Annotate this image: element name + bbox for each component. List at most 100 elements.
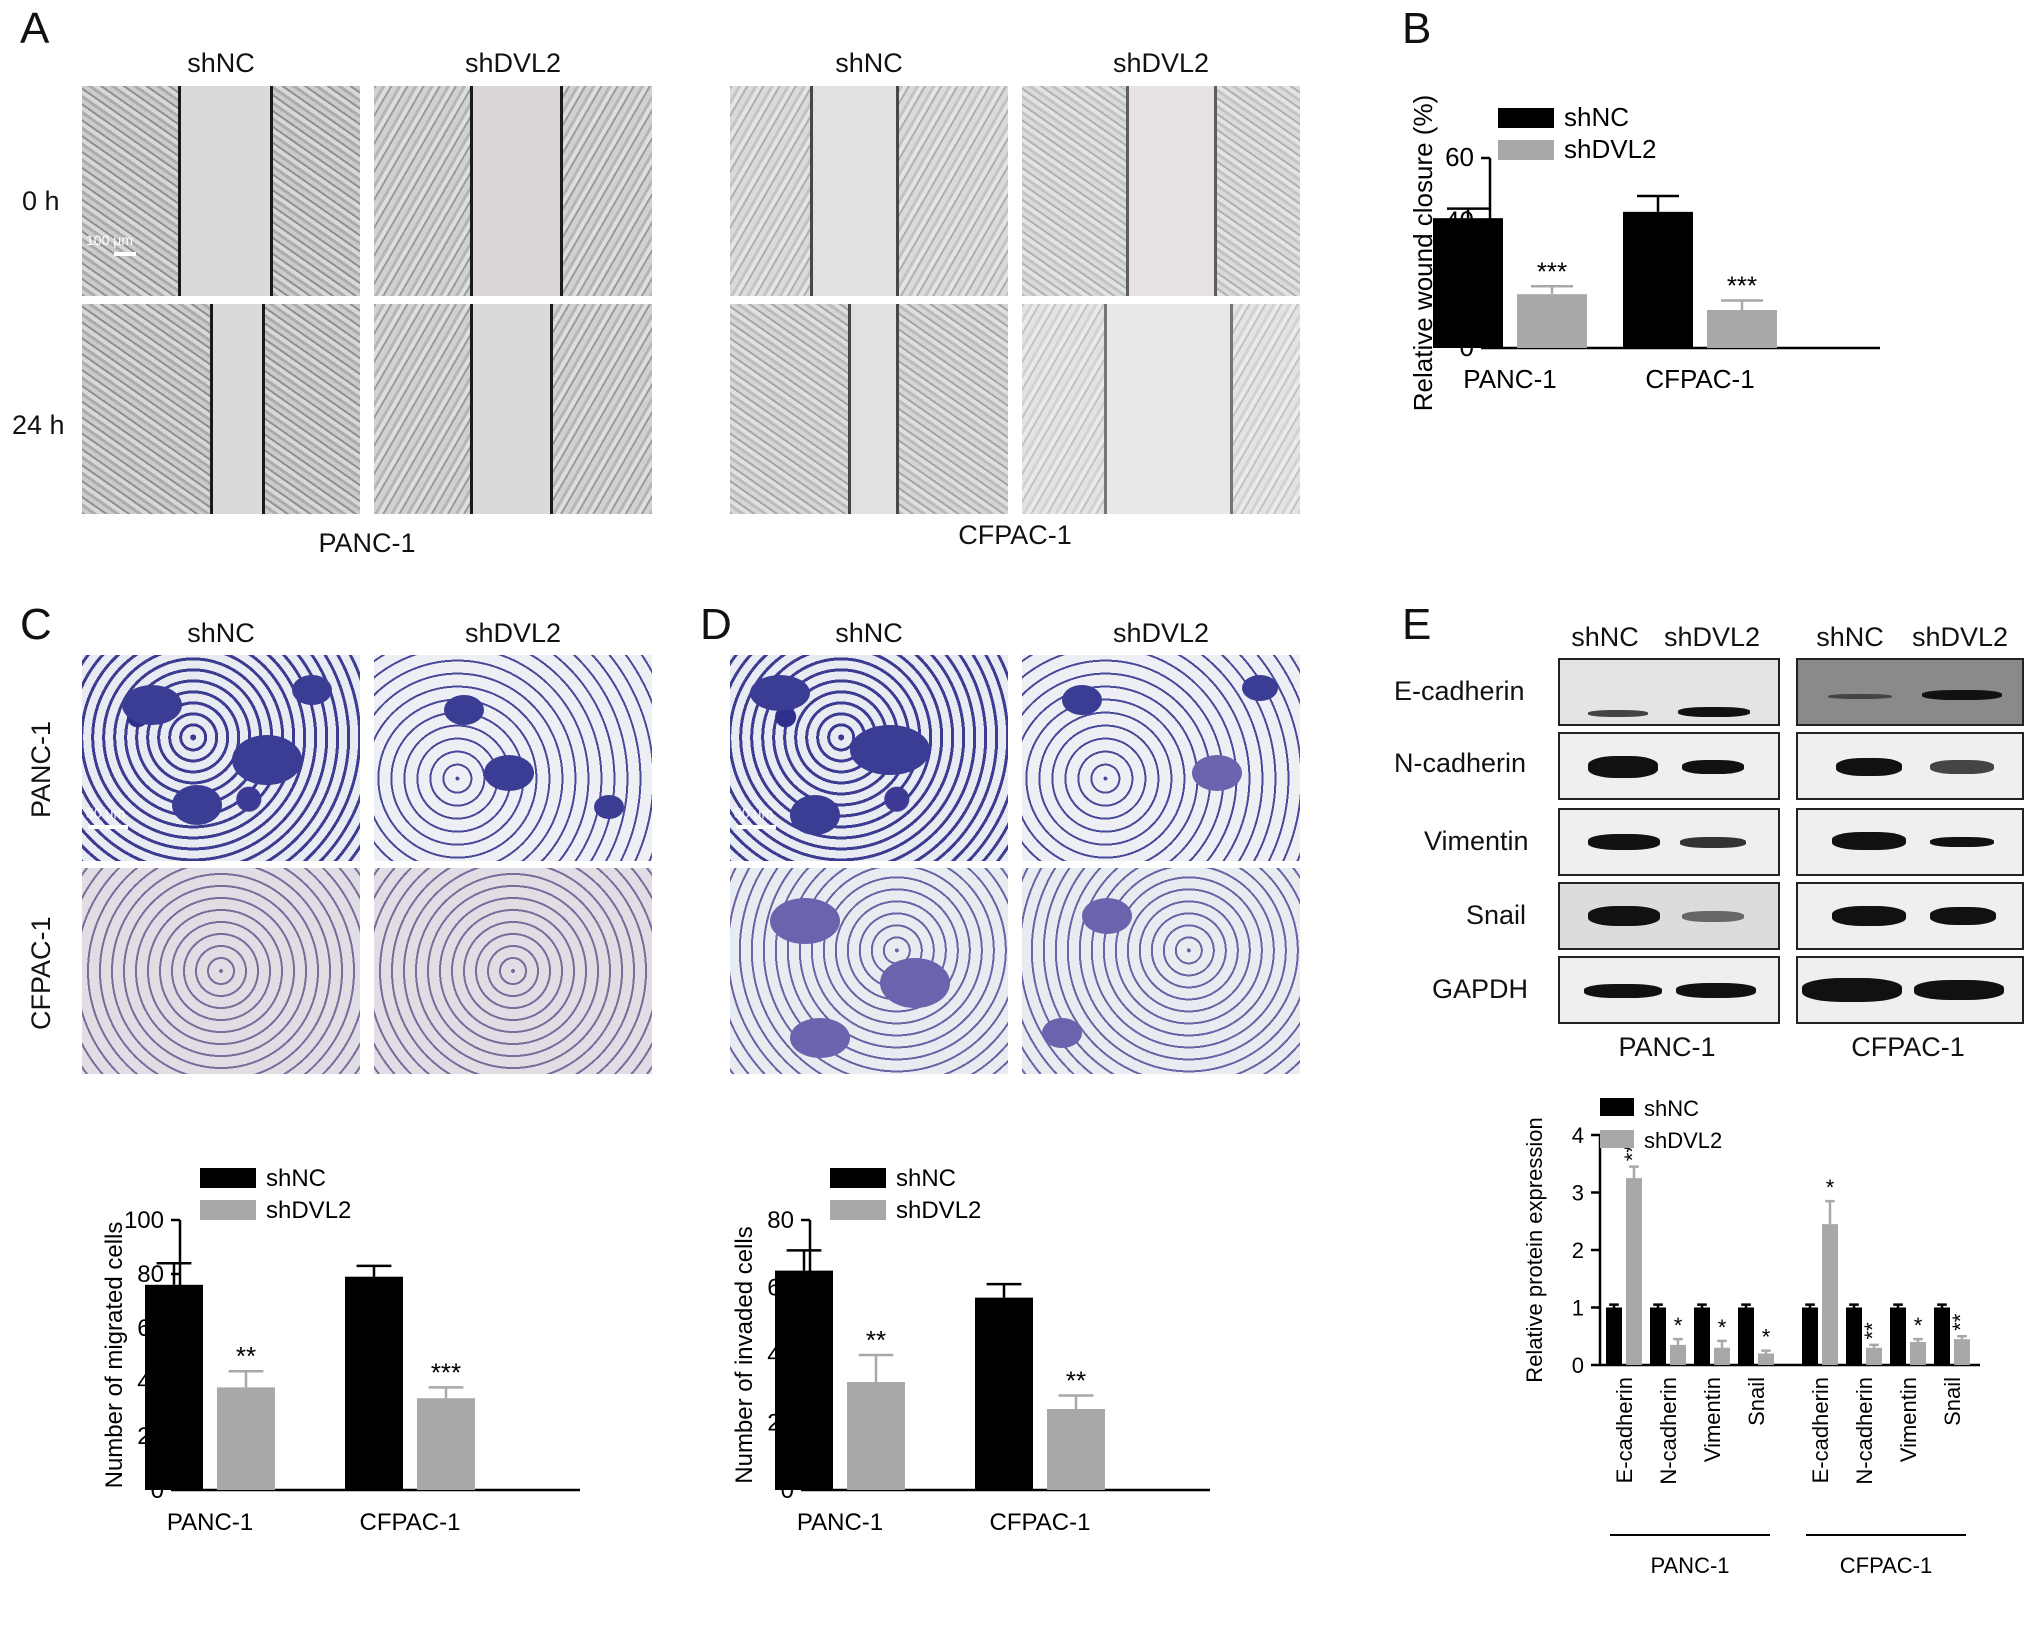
invasion-image-panc1-shdvl2 bbox=[1022, 655, 1300, 861]
e-row-label-ecadherin: E-cadherin bbox=[1394, 676, 1525, 706]
e-bar-shdvl2 bbox=[1910, 1342, 1926, 1365]
e-legend-label: shNC bbox=[1644, 1096, 1699, 1121]
e-bar-shnc bbox=[1802, 1307, 1818, 1365]
c-legend-label: shDVL2 bbox=[266, 1197, 351, 1224]
e-row-label-snail: Snail bbox=[1466, 900, 1527, 930]
c-legend-swatch bbox=[200, 1168, 256, 1188]
c-legend-swatch bbox=[200, 1200, 256, 1220]
e-bar-shnc bbox=[1606, 1307, 1622, 1365]
c-significance: ** bbox=[236, 1341, 256, 1371]
c-col-label-shnc: shNC bbox=[187, 618, 255, 648]
c-row-label-cfpac1: CFPAC-1 bbox=[26, 916, 56, 1030]
a-scale-bar-label: 100 μm bbox=[86, 232, 133, 248]
d-significance: ** bbox=[866, 1325, 886, 1355]
e-significance: * bbox=[1826, 1175, 1835, 1200]
a-row-label-24h: 24 h bbox=[12, 410, 65, 440]
a-col-label-shnc-2: shNC bbox=[835, 48, 903, 78]
migration-image-panc1-shdvl2 bbox=[374, 655, 652, 861]
e-y-tick-label: 2 bbox=[1572, 1238, 1584, 1263]
e-significance: * bbox=[1914, 1313, 1923, 1338]
blot-cfpac1-ncadherin bbox=[1796, 732, 2024, 800]
c-legend-label: shNC bbox=[266, 1165, 326, 1192]
c-bar-shdvl2 bbox=[217, 1387, 275, 1490]
wound-image-panc1-shnc-24h bbox=[82, 304, 360, 514]
d-category-label: PANC-1 bbox=[797, 1509, 883, 1536]
b-y-tick-label: 60 bbox=[1445, 142, 1474, 172]
invasion-image-cfpac1-shnc bbox=[730, 868, 1008, 1074]
c-bar-shnc bbox=[345, 1276, 403, 1490]
e-bar-shnc bbox=[1694, 1307, 1710, 1365]
d-bar-shdvl2 bbox=[847, 1382, 905, 1490]
c-category-label: PANC-1 bbox=[167, 1509, 253, 1536]
e-y-tick-label: 3 bbox=[1572, 1181, 1584, 1206]
d-col-label-shdvl2: shDVL2 bbox=[1112, 618, 1210, 648]
e-significance: ** bbox=[1620, 1144, 1645, 1162]
blot-panc1-ecadherin bbox=[1558, 658, 1780, 726]
d-bar-shdvl2 bbox=[1047, 1409, 1105, 1490]
c-category-label: CFPAC-1 bbox=[360, 1509, 461, 1536]
chart-d: 020406080Number of invaded cells****PANC… bbox=[731, 1165, 1210, 1536]
e-bar-shdvl2 bbox=[1670, 1344, 1686, 1365]
d-col-label-shnc: shNC bbox=[835, 618, 903, 648]
blot-panc1-vimentin bbox=[1558, 808, 1780, 876]
e-significance: * bbox=[1762, 1325, 1771, 1350]
c-scale-bar bbox=[88, 825, 128, 829]
a-col-label-shdvl2-1: shDVL2 bbox=[464, 48, 562, 78]
e-category-label: E-cadherin bbox=[1808, 1377, 1833, 1483]
d-legend-label: shDVL2 bbox=[896, 1197, 981, 1224]
e-col-label-shdvl2-1: shDVL2 bbox=[1663, 622, 1761, 652]
e-bar-shnc bbox=[1650, 1307, 1666, 1365]
a-row-label-0h: 0 h bbox=[22, 186, 60, 216]
e-significance: * bbox=[1674, 1313, 1683, 1338]
e-bar-shdvl2 bbox=[1758, 1353, 1774, 1365]
e-col-label-shnc-1: shNC bbox=[1571, 622, 1639, 652]
e-row-label-ncadherin: N-cadherin bbox=[1394, 748, 1527, 778]
migration-image-panc1-shnc: 50 μm bbox=[82, 655, 360, 861]
e-significance: ** bbox=[1948, 1313, 1973, 1331]
c-significance: *** bbox=[431, 1357, 461, 1387]
d-category-label: CFPAC-1 bbox=[990, 1509, 1091, 1536]
d-bar-shnc bbox=[775, 1270, 833, 1490]
e-bar-shnc bbox=[1934, 1307, 1950, 1365]
c-y-tick-label: 100 bbox=[124, 1207, 164, 1234]
invasion-image-cfpac1-shdvl2 bbox=[1022, 868, 1300, 1074]
e-category-label: N-cadherin bbox=[1852, 1377, 1877, 1485]
e-category-label: Snail bbox=[1744, 1377, 1769, 1426]
blot-panc1-ncadherin bbox=[1558, 732, 1780, 800]
blot-cfpac1-snail bbox=[1796, 882, 2024, 950]
e-legend-swatch bbox=[1600, 1098, 1634, 1116]
b-bar-shdvl2 bbox=[1517, 294, 1587, 348]
e-group-label: CFPAC-1 bbox=[1840, 1553, 1933, 1578]
e-bar-shdvl2 bbox=[1822, 1224, 1838, 1365]
e-category-label: Snail bbox=[1940, 1377, 1965, 1426]
a-cell-line-cfpac1: CFPAC-1 bbox=[958, 520, 1072, 550]
e-cell-line-cfpac1: CFPAC-1 bbox=[1851, 1032, 1965, 1062]
e-bar-shdvl2 bbox=[1626, 1178, 1642, 1365]
e-category-label: E-cadherin bbox=[1612, 1377, 1637, 1483]
a-col-label-shdvl2-2: shDVL2 bbox=[1112, 48, 1210, 78]
c-col-label-shdvl2: shDVL2 bbox=[464, 618, 562, 648]
b-significance: *** bbox=[1537, 256, 1567, 286]
e-row-label-vimentin: Vimentin bbox=[1424, 826, 1529, 856]
e-y-tick-label: 0 bbox=[1572, 1353, 1584, 1378]
wound-image-cfpac1-shdvl2-0h bbox=[1022, 86, 1300, 296]
blot-panc1-gapdh bbox=[1558, 956, 1780, 1024]
d-bar-shnc bbox=[975, 1297, 1033, 1490]
blot-cfpac1-ecadherin bbox=[1796, 658, 2024, 726]
d-legend-swatch bbox=[830, 1200, 886, 1220]
panel-letter-c: C bbox=[20, 600, 52, 649]
b-legend-label: shNC bbox=[1564, 102, 1629, 132]
c-row-label-panc1: PANC-1 bbox=[26, 720, 56, 818]
e-bar-shdvl2 bbox=[1714, 1347, 1730, 1365]
e-group-label: PANC-1 bbox=[1650, 1553, 1729, 1578]
e-significance: ** bbox=[1860, 1322, 1885, 1340]
c-scale-bar-label: 50 μm bbox=[86, 805, 126, 821]
d-scale-bar bbox=[736, 825, 776, 829]
blot-panc1-snail bbox=[1558, 882, 1780, 950]
e-y-tick-label: 1 bbox=[1572, 1296, 1584, 1321]
e-bar-shnc bbox=[1846, 1307, 1862, 1365]
panel-letter-e: E bbox=[1402, 600, 1432, 649]
b-legend-label: shDVL2 bbox=[1564, 134, 1657, 164]
e-y-axis-label: Relative protein expression bbox=[1522, 1117, 1547, 1382]
